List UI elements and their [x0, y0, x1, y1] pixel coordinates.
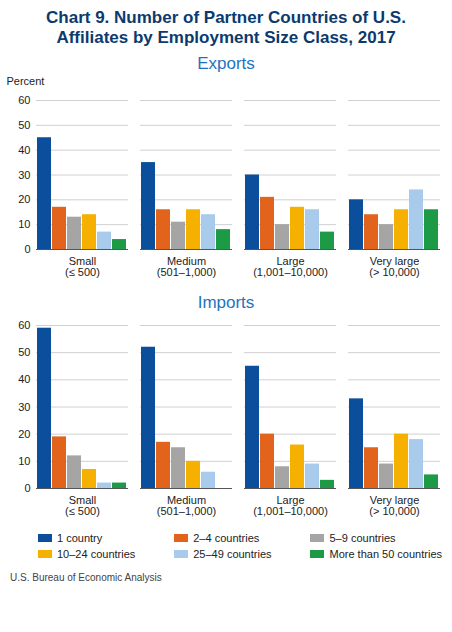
html-text:5–9 countries: 5–9 countries	[329, 532, 396, 544]
svg-text:Large(1,001–10,000): Large(1,001–10,000)	[253, 255, 328, 278]
html-text:Imports: Imports	[197, 293, 255, 312]
svg-text:60: 60	[18, 319, 30, 331]
html-text:1 country: 1 country	[57, 532, 103, 544]
svg-text:10: 10	[18, 455, 30, 467]
html-text:U.S. Bureau of Economic Analys: U.S. Bureau of Economic Analysis	[10, 572, 162, 583]
svg-text:Very large(> 10,000): Very large(> 10,000)	[369, 494, 419, 517]
svg-text:30: 30	[18, 401, 30, 413]
html-text:10–24 countries: 10–24 countries	[57, 548, 136, 560]
html-text:Chart 9. Number of Partner Cou: Chart 9. Number of Partner Countries of …	[46, 8, 406, 47]
svg-text:20: 20	[18, 428, 30, 440]
svg-text:50: 50	[18, 346, 30, 358]
svg-text:0: 0	[24, 482, 30, 494]
svg-text:0: 0	[24, 243, 30, 255]
svg-text:Large(1,001–10,000): Large(1,001–10,000)	[253, 494, 328, 517]
svg-text:40: 40	[18, 373, 30, 385]
svg-text:20: 20	[18, 193, 30, 205]
svg-text:Small(≤ 500): Small(≤ 500)	[65, 494, 100, 517]
svg-text:Very large(> 10,000): Very large(> 10,000)	[369, 255, 419, 278]
html-text:More than 50 countries: More than 50 countries	[329, 548, 442, 560]
html-text:25–49 countries: 25–49 countries	[193, 548, 272, 560]
svg-text:50: 50	[18, 119, 30, 131]
svg-text:Medium(501–1,000): Medium(501–1,000)	[157, 255, 216, 278]
svg-text:60: 60	[18, 94, 30, 106]
svg-text:10: 10	[18, 218, 30, 230]
svg-text:30: 30	[18, 169, 30, 181]
svg-text:Percent: Percent	[7, 75, 45, 87]
svg-text:40: 40	[18, 144, 30, 156]
html-text:Exports: Exports	[197, 54, 255, 73]
svg-text:Small(≤ 500): Small(≤ 500)	[65, 255, 100, 278]
svg-text:Medium(501–1,000): Medium(501–1,000)	[157, 494, 216, 517]
html-text:2–4 countries: 2–4 countries	[193, 532, 260, 544]
